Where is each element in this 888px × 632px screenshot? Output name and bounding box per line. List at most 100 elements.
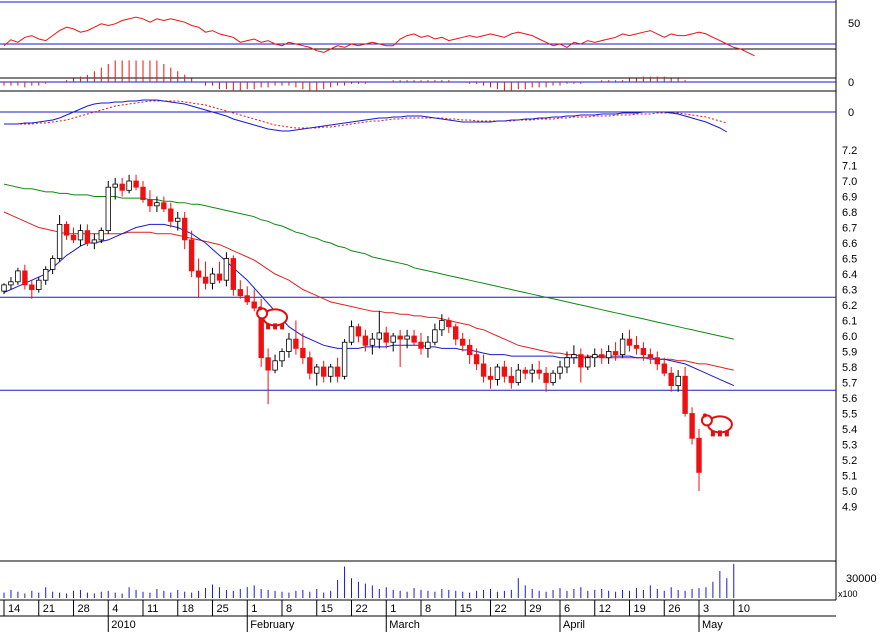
candle <box>599 348 605 364</box>
candle <box>341 339 348 380</box>
candle <box>487 367 494 389</box>
candle <box>466 339 473 364</box>
price-tick-label: 6.5 <box>842 254 857 266</box>
candle-body <box>307 357 313 374</box>
candle <box>585 354 591 371</box>
candle-body <box>313 366 320 374</box>
candle <box>439 314 445 336</box>
candle-body <box>640 347 647 355</box>
candle-body <box>251 301 257 309</box>
candle-body <box>147 199 153 207</box>
candle-body <box>140 186 146 200</box>
candle-body <box>446 320 452 328</box>
month-label: May <box>702 619 723 631</box>
candle-body <box>279 351 285 362</box>
candle-body <box>383 332 389 343</box>
price-panel <box>0 174 836 491</box>
candle-body <box>459 338 466 346</box>
candle <box>105 181 111 234</box>
candle <box>452 323 459 346</box>
bear-ear <box>258 306 263 311</box>
ma-short-line <box>3 223 735 387</box>
ma-long-line <box>3 183 734 340</box>
candle-body <box>411 335 417 343</box>
candle-body <box>77 230 84 241</box>
candle-body <box>376 332 382 340</box>
bear-leg <box>280 323 285 330</box>
ma-mid-line <box>3 211 734 371</box>
price-tick-label: 6.8 <box>842 207 857 219</box>
candle <box>696 429 702 491</box>
candle <box>682 367 688 417</box>
candle-body <box>536 369 542 374</box>
month-label: March <box>389 619 420 631</box>
candle <box>286 332 292 358</box>
candle-body <box>286 338 292 352</box>
candle-body <box>334 366 341 377</box>
candle-body <box>22 270 28 286</box>
price-tick-label: 7.2 <box>842 145 857 157</box>
candle <box>578 348 584 383</box>
candle <box>174 212 181 231</box>
candle <box>181 212 188 250</box>
candle-body <box>29 284 35 290</box>
candle <box>251 289 257 312</box>
bear-icon <box>256 306 289 330</box>
candle-body <box>161 202 167 210</box>
date-tick-label: 18 <box>182 603 194 615</box>
candle <box>501 360 508 383</box>
candle <box>675 370 681 392</box>
candle-body <box>237 289 243 297</box>
candle <box>84 224 91 247</box>
date-tick-label: 8 <box>286 603 292 615</box>
date-axis: 14 21 28 4 11 18 25 1 8 15 22 1 8 15 22 29 6 12 19 26 3 10201… <box>0 600 836 632</box>
candle-body <box>390 335 396 343</box>
candle-body <box>612 351 619 355</box>
price-tick-label: 5.9 <box>842 347 857 359</box>
candle-body <box>439 320 445 331</box>
candle <box>154 196 160 212</box>
candle-body <box>98 230 104 241</box>
candle <box>550 370 556 386</box>
candle-body <box>195 270 202 278</box>
price-tick-label: 6.3 <box>842 285 857 297</box>
candle-body <box>320 366 327 377</box>
candle-body <box>473 354 480 365</box>
candle <box>619 332 626 358</box>
candle <box>508 367 515 389</box>
price-tick-label: 5.7 <box>842 378 857 390</box>
candle <box>237 280 243 299</box>
candle <box>98 227 104 243</box>
candle <box>119 177 125 197</box>
candle-body <box>348 326 355 343</box>
price-tick-label: 6.1 <box>842 316 857 328</box>
candle <box>293 320 299 355</box>
month-label: April <box>563 619 585 631</box>
candle-body <box>647 354 654 359</box>
candle-body <box>661 363 667 374</box>
candle-body <box>70 234 77 241</box>
candle-body <box>8 281 14 286</box>
date-tick-label: 15 <box>460 603 472 615</box>
candle <box>446 317 452 333</box>
candle <box>348 320 355 346</box>
candle <box>147 190 153 212</box>
candle-body <box>36 279 42 290</box>
date-tick-label: 14 <box>8 603 20 615</box>
price-tick-label: 6.0 <box>842 331 857 343</box>
candle-body <box>654 357 660 365</box>
date-tick-label: 19 <box>634 603 646 615</box>
price-tick-label: 7.0 <box>842 176 857 188</box>
candle-body <box>418 341 424 349</box>
bear-head <box>700 414 713 427</box>
price-tick-label: 6.2 <box>842 300 857 312</box>
candle-body <box>543 372 549 383</box>
bear-leg <box>724 430 729 437</box>
candle <box>56 215 63 262</box>
date-tick-label: 22 <box>356 603 368 615</box>
candle-body <box>272 360 278 371</box>
rsi-tick-label: 50 <box>848 18 860 30</box>
candle-body <box>578 354 584 368</box>
candle-body <box>355 326 362 337</box>
